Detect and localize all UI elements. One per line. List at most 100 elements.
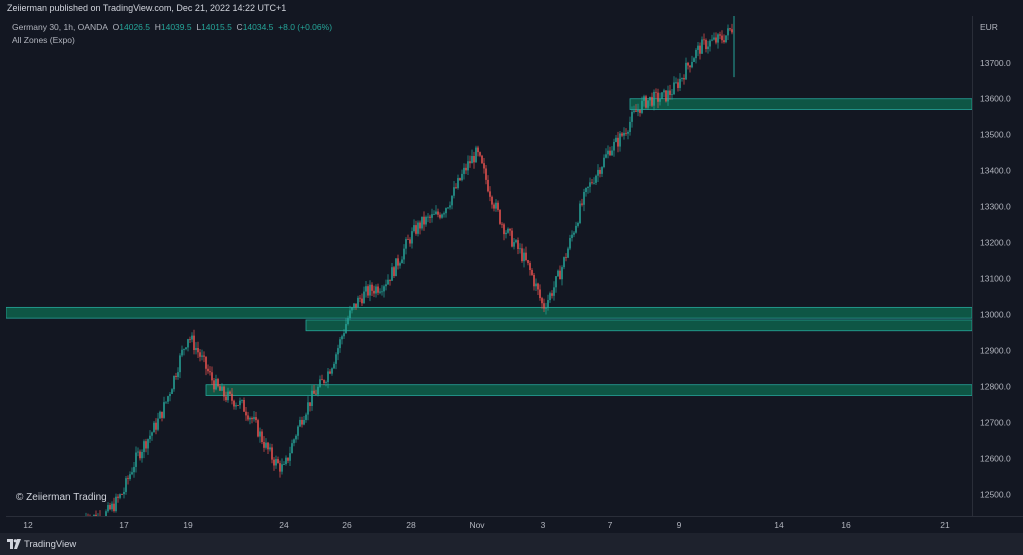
candle-body	[293, 439, 295, 444]
candle-body	[459, 178, 461, 181]
candle-body	[637, 109, 639, 112]
candle-body	[305, 414, 307, 420]
candle-body	[659, 98, 661, 102]
candle-body	[613, 141, 615, 151]
legend-low: 14015.5	[201, 22, 232, 32]
candle-body	[563, 257, 565, 268]
candle-body	[285, 457, 287, 465]
candle-body	[397, 258, 399, 266]
candle-body	[533, 274, 535, 287]
candle-body	[113, 503, 115, 512]
candle-body	[307, 402, 309, 415]
candle-body	[225, 396, 227, 401]
candle-body	[261, 431, 263, 443]
candle-body	[111, 503, 113, 510]
candle-body	[553, 287, 555, 296]
candle-body	[465, 167, 467, 171]
candle-body	[303, 419, 305, 425]
candle-body	[347, 318, 349, 325]
candle-body	[413, 225, 415, 232]
candle-body	[227, 391, 229, 401]
y-tick-label: 13400.0	[980, 166, 1011, 176]
candle-body	[153, 422, 155, 433]
y-tick-label: 13600.0	[980, 94, 1011, 104]
candle-body	[399, 263, 401, 266]
candle-body	[699, 45, 701, 54]
candle-body	[499, 209, 501, 224]
candle-body	[379, 291, 381, 293]
candle-body	[559, 270, 561, 280]
candle-body	[205, 356, 207, 369]
y-tick-label: 13700.0	[980, 58, 1011, 68]
candle-body	[333, 363, 335, 369]
y-tick-label: 12900.0	[980, 346, 1011, 356]
candle-body	[251, 417, 253, 420]
candle-body	[455, 187, 457, 189]
candle-body	[109, 505, 111, 510]
candle-body	[629, 121, 631, 132]
candle-body	[283, 464, 285, 465]
candle-body	[547, 300, 549, 308]
candle-body	[291, 443, 293, 454]
candle-body	[507, 228, 509, 233]
candle-body	[121, 494, 123, 495]
candle-body	[343, 333, 345, 337]
indicator-label[interactable]: All Zones (Expo)	[12, 35, 75, 45]
candle-body	[621, 133, 623, 136]
candle-body	[195, 348, 197, 351]
candle-body	[123, 491, 125, 495]
y-tick-label: 13300.0	[980, 202, 1011, 212]
candle-body	[571, 234, 573, 239]
candle-body	[719, 34, 721, 36]
candle-body	[229, 391, 231, 394]
chart-svg[interactable]: EUR 13700.0 13600.0 13500.0 13400.0 13300.0 13…	[6, 16, 1023, 533]
candle-body	[139, 451, 141, 459]
candle-body	[539, 289, 541, 299]
chart-area[interactable]: EUR 13700.0 13600.0 13500.0 13400.0 13300.0 13…	[6, 16, 1023, 533]
candle-body	[679, 78, 681, 88]
candle-body	[603, 157, 605, 168]
candle-body	[299, 419, 301, 427]
legend-close-label: C	[236, 22, 243, 32]
candle-body	[193, 335, 195, 351]
candle-body	[565, 257, 567, 258]
candle-body	[183, 349, 185, 350]
candle-body	[597, 169, 599, 176]
footer-bar: TradingView	[0, 533, 1023, 555]
candle-body	[377, 286, 379, 293]
candle-body	[215, 378, 217, 390]
candle-body	[489, 191, 491, 197]
candle-body	[481, 155, 483, 164]
candle-body	[135, 452, 137, 467]
candle-body	[235, 405, 237, 407]
candle-body	[331, 368, 333, 374]
candle-body	[503, 224, 505, 235]
candle-body	[463, 167, 465, 174]
candle-body	[701, 39, 703, 54]
candle-body	[255, 417, 257, 421]
candle-body	[159, 411, 161, 419]
candle-body	[129, 474, 131, 480]
candle-body	[383, 286, 385, 292]
candle-body	[697, 45, 699, 50]
candle-body	[685, 62, 687, 80]
candle-body	[433, 214, 435, 215]
candle-body	[351, 307, 353, 311]
candle-body	[641, 100, 643, 113]
candle-body	[623, 132, 625, 136]
candle-body	[587, 186, 589, 189]
tradingview-brand[interactable]: TradingView	[24, 539, 77, 550]
candle-body	[617, 137, 619, 147]
candle-body	[177, 372, 179, 378]
candle-body	[721, 35, 723, 41]
x-tick-label: 28	[406, 520, 416, 530]
tradingview-logo-icon[interactable]	[7, 539, 21, 549]
candle-body	[513, 242, 515, 247]
candle-body	[247, 415, 249, 420]
candle-body	[349, 310, 351, 319]
candle-body	[339, 339, 341, 349]
candle-body	[387, 279, 389, 285]
candle-body	[525, 252, 527, 261]
candle-body	[589, 182, 591, 187]
candle-body	[357, 297, 359, 308]
